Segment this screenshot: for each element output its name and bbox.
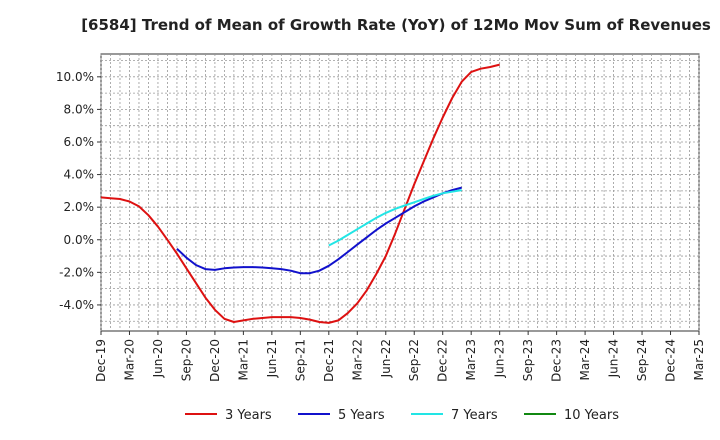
x-tick-label: Mar-21 xyxy=(236,339,250,380)
x-tick-label: Mar-24 xyxy=(578,339,592,380)
legend-label-10-years: 10 Years xyxy=(564,408,619,423)
x-tick-label: Dec-23 xyxy=(550,339,564,382)
y-tick-label: 8.0% xyxy=(64,102,95,116)
x-tick-label: Jun-21 xyxy=(265,339,279,378)
y-tick-label: 6.0% xyxy=(64,135,95,149)
legend-label-7-years: 7 Years xyxy=(451,408,498,423)
x-tick-label: Mar-20 xyxy=(122,339,136,380)
x-tick-label: Sep-20 xyxy=(179,339,193,381)
legend-label-5-years: 5 Years xyxy=(338,408,385,423)
y-tick-label: 2.0% xyxy=(64,200,95,214)
y-tick-label: -4.0% xyxy=(59,298,94,312)
x-tick-label: Mar-25 xyxy=(692,339,706,380)
legend-label-3-years: 3 Years xyxy=(225,408,272,423)
series-line-3-years xyxy=(100,63,500,324)
x-tick-label: Sep-23 xyxy=(521,339,535,381)
plot-area xyxy=(100,53,700,332)
x-tick-label: Jun-22 xyxy=(379,339,393,378)
y-tick-label: 10.0% xyxy=(56,70,94,84)
y-tick-label: 4.0% xyxy=(64,168,95,182)
x-tick-label: Sep-21 xyxy=(293,339,307,381)
series-line-5-years xyxy=(176,186,462,275)
x-tick-label: Dec-21 xyxy=(322,339,336,382)
x-axis: Dec-19 Mar-20 Jun-20 Sep-20 Dec-20 Mar-21 Jun-… xyxy=(94,331,706,382)
x-tick-label: Sep-22 xyxy=(407,339,421,381)
y-tick-label: 0.0% xyxy=(64,233,95,247)
chart-title: [6584] Trend of Mean of Growth Rate (YoY… xyxy=(81,16,711,34)
series-line-7-years xyxy=(328,189,462,247)
x-tick-label: Dec-20 xyxy=(208,339,222,382)
x-tick-label: Dec-22 xyxy=(436,339,450,382)
y-tick-label: -2.0% xyxy=(59,265,94,279)
x-tick-label: Mar-23 xyxy=(464,339,478,380)
x-tick-label: Mar-22 xyxy=(350,339,364,380)
x-tick-label: Jun-23 xyxy=(493,339,507,378)
legend: 3 Years 5 Years 7 Years 10 Years xyxy=(185,408,619,423)
y-axis: -4.0% -2.0% 0.0% 2.0% 4.0% 6.0% 8.0% 10.0% xyxy=(56,70,101,312)
x-tick-label: Jun-20 xyxy=(151,339,165,378)
x-tick-label: Dec-19 xyxy=(94,339,108,382)
series-lines xyxy=(100,63,500,324)
x-tick-label: Sep-24 xyxy=(635,339,649,381)
x-tick-label: Jun-24 xyxy=(607,339,621,378)
x-tick-label: Dec-24 xyxy=(664,339,678,382)
